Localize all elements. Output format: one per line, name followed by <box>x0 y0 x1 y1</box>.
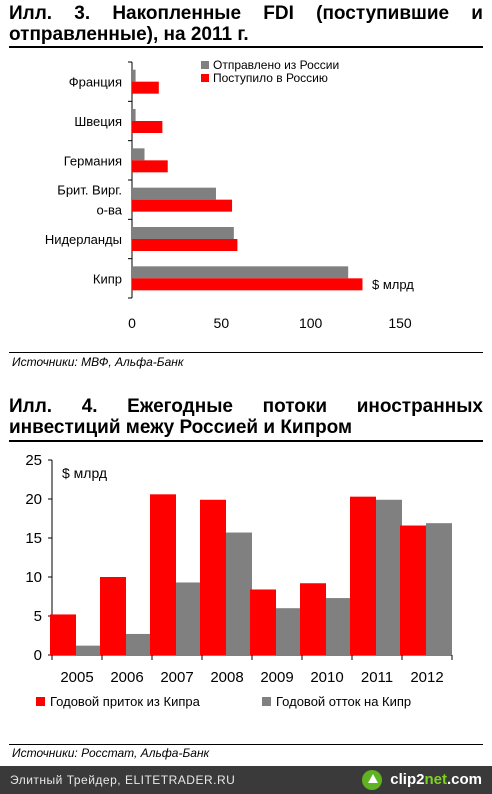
chart4-x-tick-label: 2012 <box>410 669 443 686</box>
chart4-x-tick-label: 2011 <box>361 669 393 686</box>
chart3-category-label: Брит. Вирг. <box>57 183 122 198</box>
chart4-legend-label: Годовой приток из Кипра <box>50 694 201 709</box>
chart4-source-rule <box>9 744 483 745</box>
chart3-bar-inflow <box>132 199 233 212</box>
chart3-legend-swatch <box>201 74 209 82</box>
chart3-bar-inflow <box>132 278 363 291</box>
chart3-category-label: о-ва <box>96 203 122 218</box>
chart4-x-tick-label: 2010 <box>310 669 343 686</box>
chart3-bar-outflow <box>132 187 216 200</box>
chart4-title-rule <box>9 440 483 442</box>
chart4-source: Источники: Росстат, Альфа-Банк <box>12 746 210 760</box>
chart3-x-tick-label: 50 <box>214 315 230 331</box>
chart3-title-line1: Илл. 3. Накопленные FDI (поступившие и <box>9 3 483 24</box>
chart4-bar-inflow <box>350 496 376 655</box>
chart3-category-label: Нидерланды <box>45 232 122 247</box>
chart3-bar-outflow <box>132 227 234 239</box>
chart3-bar-inflow <box>132 81 159 94</box>
chart4-y-tick-label: 0 <box>34 647 42 664</box>
chart4-legend-swatch <box>36 697 45 706</box>
chart4-x-tick-label: 2007 <box>160 669 193 686</box>
chart4-y-tick-label: 15 <box>25 530 42 547</box>
chart4-bar-outflow <box>376 499 402 655</box>
chart3-title: Илл. 3. Накопленные FDI (поступившие и о… <box>9 3 483 45</box>
chart4-bar-outflow <box>326 598 352 655</box>
chart3-category-label: Германия <box>64 153 122 168</box>
chart4-y-tick-label: 5 <box>34 608 42 625</box>
chart3-x-tick-label: 150 <box>388 315 412 331</box>
chart4-bar-inflow <box>250 589 276 655</box>
chart3-x-tick-label: 0 <box>128 315 136 331</box>
chart4-bar-outflow <box>426 523 452 655</box>
clip2net-logo[interactable]: clip2net.com <box>362 769 482 791</box>
chart4-x-tick-label: 2005 <box>60 669 93 686</box>
chart3-bar-chart: Франция Швеция Германия Брит. Вирг. о-ва Ниде… <box>45 58 414 331</box>
chart4-title: Илл. 4. Ежегодные потоки иностранных инв… <box>9 396 483 438</box>
chart4-bar-inflow <box>200 499 226 655</box>
chart4-bar-outflow <box>176 582 202 655</box>
chart3-category-label: Франция <box>69 75 122 90</box>
footer-text: Элитный Трейдер, ELITETRADER.RU <box>10 773 236 787</box>
chart3-bar-outflow <box>132 69 136 82</box>
chart3-bar-inflow <box>132 121 163 133</box>
chart4-title-line2: инвестиций межу Россией и Кипром <box>9 417 353 438</box>
chart4-legend-swatch <box>262 697 271 706</box>
chart4-title-line1: Илл. 4. Ежегодные потоки иностранных <box>9 396 483 417</box>
chart4-legend-label: Годовой отток на Кипр <box>276 694 411 709</box>
chart4-bar-inflow <box>300 583 326 655</box>
chart3-bar-inflow <box>132 160 168 173</box>
chart3-x-tick-label: 100 <box>299 315 323 331</box>
chart4-y-tick-label: 25 <box>25 452 42 469</box>
chart4-bar-chart: 0 5 10 15 20 25 2005 2006 2007 2008 2009 2010 2011 20… <box>25 452 453 709</box>
chart4-x-tick-label: 2008 <box>210 669 243 686</box>
chart3-legend-label: Поступило в Россию <box>213 71 328 85</box>
chart3-title-line2: отправленные), на 2011 г. <box>9 24 249 45</box>
chart4-x-tick-label: 2006 <box>110 669 143 686</box>
chart3-bar-inflow <box>132 239 238 251</box>
chart4-bar-outflow <box>276 608 302 655</box>
chart3-source-rule <box>9 352 483 353</box>
chart3-unit-label: $ млрд <box>372 277 414 292</box>
chart4-x-tick-label: 2009 <box>260 669 293 686</box>
chart4-y-tick-label: 20 <box>25 491 42 508</box>
chart4-bar-inflow <box>150 494 176 655</box>
chart4-y-tick-label: 10 <box>25 569 42 586</box>
chart3-category-label: Швеция <box>74 114 122 129</box>
clip2net-logo-text: clip2net.com <box>390 771 482 788</box>
chart3-bar-outflow <box>132 148 145 161</box>
chart3-bar-outflow <box>132 109 136 121</box>
chart3-title-rule <box>9 46 483 48</box>
chart4-bar-inflow <box>400 525 426 655</box>
chart4-bar-outflow <box>126 633 152 655</box>
clip2net-arrow-icon <box>362 770 382 790</box>
logo-suffix: .com <box>446 771 482 788</box>
chart3-legend-label: Отправлено из России <box>213 58 339 72</box>
chart4-bar-outflow <box>226 532 252 655</box>
chart4-bar-inflow <box>100 577 126 655</box>
chart3-bar-outflow <box>132 266 349 279</box>
chart4-bar-outflow <box>76 645 102 655</box>
chart4-bar-inflow <box>50 614 76 655</box>
footer-bar: Элитный Трейдер, ELITETRADER.RU clip2net… <box>0 766 492 794</box>
chart3-legend-swatch <box>201 61 209 69</box>
logo-main: clip2 <box>390 771 425 788</box>
chart4-unit-label: $ млрд <box>62 465 107 481</box>
chart3-category-label: Кипр <box>93 271 122 286</box>
chart3-source: Источники: МВФ, Альфа-Банк <box>12 355 184 369</box>
logo-accent: net <box>424 771 447 788</box>
